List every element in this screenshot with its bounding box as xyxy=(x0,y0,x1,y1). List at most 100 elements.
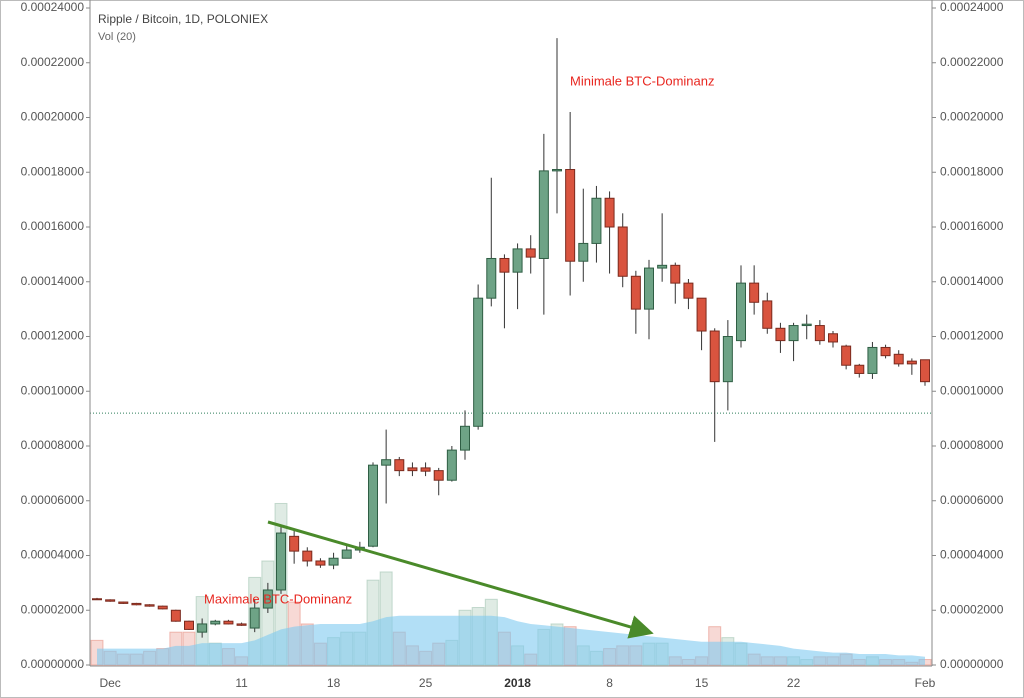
y-tick-label: 0.00008000 xyxy=(21,438,85,452)
y-tick-label-right: 0.00008000 xyxy=(940,438,1004,452)
x-tick-label: 2018 xyxy=(504,676,531,690)
candle-body xyxy=(197,623,208,633)
y-tick-label: 0.00020000 xyxy=(21,110,85,124)
y-tick-label-right: 0.00000000 xyxy=(940,657,1004,671)
candle-body xyxy=(644,267,654,310)
candle-body xyxy=(604,197,615,228)
candle-body xyxy=(565,169,576,262)
y-tick-label-right: 0.00012000 xyxy=(940,329,1004,343)
x-tick-label: Dec xyxy=(99,676,120,690)
candle-layer xyxy=(92,38,930,638)
y-tick-label: 0.00022000 xyxy=(21,55,85,69)
candle-body xyxy=(893,353,904,365)
candle-body xyxy=(814,325,825,342)
candle-body xyxy=(170,609,181,622)
indicator-label: Vol (20) xyxy=(98,31,136,43)
candle-body xyxy=(709,330,720,383)
candle-body xyxy=(223,620,234,625)
candle-body xyxy=(486,257,497,299)
candle-body xyxy=(906,360,917,365)
candle-body xyxy=(880,346,891,357)
y-tick-label: 0.00014000 xyxy=(21,274,85,288)
y-tick-label: 0.00018000 xyxy=(21,164,85,178)
candle-body xyxy=(131,602,142,606)
volume-layer xyxy=(90,502,932,666)
candle-body xyxy=(394,459,405,472)
candle-body xyxy=(512,248,523,273)
candle-body xyxy=(92,598,102,601)
y-tick-label-right: 0.00016000 xyxy=(940,219,1004,233)
annotation: Maximale BTC-Dominanz xyxy=(204,591,352,606)
candle-body xyxy=(420,467,431,472)
candle-body xyxy=(276,532,286,591)
y-tick-label-right: 0.00020000 xyxy=(940,110,1004,124)
candle-body xyxy=(775,327,786,342)
candle-body xyxy=(841,345,852,366)
candle-body xyxy=(552,169,562,172)
candle-body xyxy=(315,560,326,566)
candle-body xyxy=(446,449,457,481)
annotation: Minimale BTC-Dominanz xyxy=(570,73,714,88)
candle-body xyxy=(722,336,733,383)
y-tick-label-right: 0.00010000 xyxy=(940,383,1004,397)
candle-body xyxy=(328,557,339,566)
y-tick-label-right: 0.00014000 xyxy=(940,274,1004,288)
chart-title: Ripple / Bitcoin, 1D, POLONIEX xyxy=(98,12,268,26)
y-tick-label: 0.00010000 xyxy=(21,383,85,397)
candle-body xyxy=(538,170,549,259)
candle-body xyxy=(262,589,273,609)
candle-body xyxy=(157,605,168,610)
x-tick-label: 25 xyxy=(419,676,433,690)
y-tick-label-right: 0.00024000 xyxy=(940,0,1004,14)
candle-body xyxy=(525,248,536,258)
x-tick-label: 22 xyxy=(787,676,801,690)
candle-body xyxy=(460,425,470,451)
y-tick-label-right: 0.00018000 xyxy=(940,164,1004,178)
candle-body xyxy=(578,242,589,262)
x-tick-label: 15 xyxy=(695,676,709,690)
candle-body xyxy=(473,297,484,427)
candle-body xyxy=(762,300,773,329)
y-tick-label-right: 0.00004000 xyxy=(940,548,1004,562)
candle-body xyxy=(854,364,865,374)
y-tick-label: 0.00012000 xyxy=(21,329,85,343)
candle-body xyxy=(920,359,930,383)
candle-body xyxy=(630,275,641,310)
candle-body xyxy=(591,197,602,244)
y-tick-label: 0.00016000 xyxy=(21,219,85,233)
candle-body xyxy=(683,282,694,299)
candle-body xyxy=(184,620,194,630)
candle-body xyxy=(105,599,116,602)
candle-body xyxy=(236,623,247,626)
x-tick-label: Feb xyxy=(915,676,936,690)
candle-body xyxy=(407,467,418,472)
candle-body xyxy=(144,604,155,607)
x-tick-label: 18 xyxy=(327,676,341,690)
y-tick-label-right: 0.00006000 xyxy=(940,493,1004,507)
x-tick-label: 8 xyxy=(606,676,613,690)
trend-arrow xyxy=(267,520,654,639)
candle-body xyxy=(749,282,760,303)
candle-body xyxy=(670,264,681,284)
y-tick-label: 0.00004000 xyxy=(21,548,85,562)
candle-body xyxy=(617,226,628,277)
y-tick-label: 0.00024000 xyxy=(21,0,85,14)
y-tick-label: 0.00000000 xyxy=(21,657,85,671)
candle-body xyxy=(788,325,799,342)
candle-body xyxy=(341,549,352,559)
candle-body xyxy=(118,601,129,604)
candle-body xyxy=(867,346,878,374)
candle-body xyxy=(302,550,313,562)
candle-body xyxy=(736,282,746,342)
candle-body xyxy=(368,464,378,547)
candle-body xyxy=(696,297,707,332)
candle-body xyxy=(657,264,668,269)
candle-body xyxy=(433,470,444,481)
y-tick-label-right: 0.00022000 xyxy=(940,55,1004,69)
y-tick-label-right: 0.00002000 xyxy=(940,602,1004,616)
y-tick-label: 0.00002000 xyxy=(21,602,85,616)
y-tick-label: 0.00006000 xyxy=(21,493,85,507)
candle-body xyxy=(289,535,300,552)
